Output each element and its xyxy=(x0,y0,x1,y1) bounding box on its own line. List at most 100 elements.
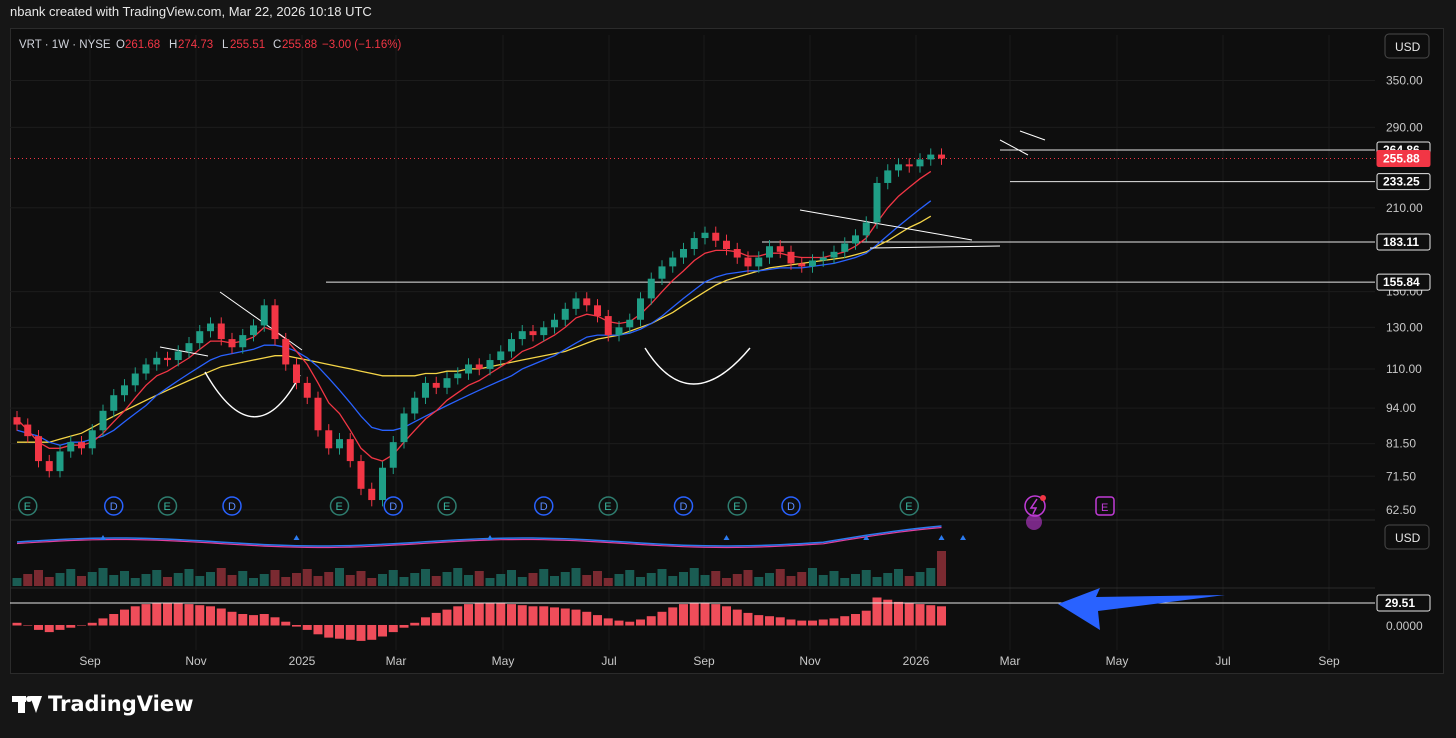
histogram-bar xyxy=(313,625,323,635)
dividend-badge-label: D xyxy=(787,501,795,513)
earnings-badge xyxy=(899,496,919,516)
volume-bar xyxy=(872,577,882,586)
candle xyxy=(422,376,429,405)
candle xyxy=(766,240,773,264)
volume-bar xyxy=(571,568,581,586)
candle-body xyxy=(841,243,849,252)
dividend-badge xyxy=(534,496,554,516)
histogram-bar xyxy=(507,604,516,626)
x-tick-label: May xyxy=(1106,654,1129,668)
histogram-bar xyxy=(722,606,731,626)
volume-bar xyxy=(66,569,76,586)
candle-body xyxy=(293,364,300,383)
candle-body xyxy=(443,378,451,388)
histogram-bar xyxy=(657,611,667,626)
trendline-drawing xyxy=(999,139,1029,156)
earnings-badge-label: E xyxy=(905,501,912,513)
currency-button-secondary[interactable]: USD xyxy=(1384,524,1430,550)
candle-body xyxy=(99,410,107,431)
x-tick-label: Jul xyxy=(601,654,616,668)
volume-bar xyxy=(474,571,484,586)
candle xyxy=(809,254,816,273)
candle xyxy=(389,435,397,475)
histogram-bar xyxy=(743,612,753,626)
candle xyxy=(669,251,677,273)
candle xyxy=(540,321,548,342)
indicator-signal-line xyxy=(16,526,942,549)
histogram-bar xyxy=(851,614,860,626)
indicator-line xyxy=(16,525,942,547)
histogram-bar xyxy=(388,625,398,633)
candle xyxy=(873,176,881,229)
x-tick-label: Sep xyxy=(1318,654,1340,668)
histogram-bar xyxy=(689,603,699,626)
x-tick-label: Sep xyxy=(79,654,101,668)
histogram-bar xyxy=(216,608,226,626)
volume-bar xyxy=(818,575,828,586)
histogram-bar xyxy=(593,615,602,626)
candle-body xyxy=(905,164,913,167)
candle xyxy=(379,461,386,507)
candle-body xyxy=(35,436,42,462)
live-marker xyxy=(1026,514,1042,530)
candle-body xyxy=(389,442,397,468)
volume-bar xyxy=(399,577,409,586)
currency-button-frame xyxy=(1384,524,1430,550)
tradingview-logo-icon xyxy=(12,693,42,715)
histogram-bar xyxy=(87,622,97,626)
volume-bar xyxy=(840,578,850,586)
histogram-bar xyxy=(152,603,162,626)
candle xyxy=(561,302,569,327)
trendline-drawing xyxy=(869,245,1001,249)
x-tick-label: Sep xyxy=(693,654,715,668)
candle xyxy=(927,148,935,166)
candle xyxy=(701,226,709,245)
histogram-bar xyxy=(431,612,441,626)
candle xyxy=(723,234,730,256)
candle xyxy=(260,299,268,332)
volume-bar xyxy=(894,569,903,586)
histogram-bar xyxy=(23,625,33,626)
candle xyxy=(207,317,214,338)
ema-fast-line xyxy=(16,170,932,462)
histogram-bar xyxy=(292,625,301,627)
candle xyxy=(336,432,343,455)
candle xyxy=(604,309,612,342)
histogram-bar xyxy=(55,625,65,630)
candle xyxy=(905,158,913,173)
volume-bar xyxy=(23,574,33,586)
candle-body xyxy=(78,442,85,449)
legend-text: −3.00 (−1.16%) xyxy=(322,39,401,51)
candle xyxy=(744,251,752,273)
histogram-bar xyxy=(894,601,903,626)
histogram-bar xyxy=(582,611,592,626)
x-tick-label: Nov xyxy=(185,654,206,668)
candle-body xyxy=(690,238,698,249)
candle-body xyxy=(368,488,376,501)
volume-bar xyxy=(152,570,162,586)
volume-bar xyxy=(87,572,97,586)
dividend-badge-label: D xyxy=(540,501,548,513)
candle xyxy=(733,242,741,264)
histogram-bar xyxy=(335,625,344,639)
volume-bar xyxy=(861,570,871,586)
histogram-bar xyxy=(345,625,355,640)
histogram-bar xyxy=(883,599,893,626)
candle-body xyxy=(895,164,902,171)
candle-body xyxy=(669,257,677,267)
currency-button[interactable]: USD xyxy=(1384,33,1430,59)
histogram-bar xyxy=(378,625,387,637)
histogram-bar xyxy=(808,620,817,626)
histogram-bar xyxy=(173,603,183,626)
candle-body xyxy=(142,364,150,374)
legend-text: 255.88 xyxy=(282,39,317,51)
legend-text: O xyxy=(116,39,125,51)
candle-body xyxy=(637,298,644,320)
oscillator-zero-label: 0.0000 xyxy=(1386,619,1423,633)
volume-bar xyxy=(421,569,430,586)
volume-bar xyxy=(668,576,678,586)
volume-bar xyxy=(281,577,291,586)
candle xyxy=(271,299,279,346)
histogram-bar xyxy=(367,625,377,640)
